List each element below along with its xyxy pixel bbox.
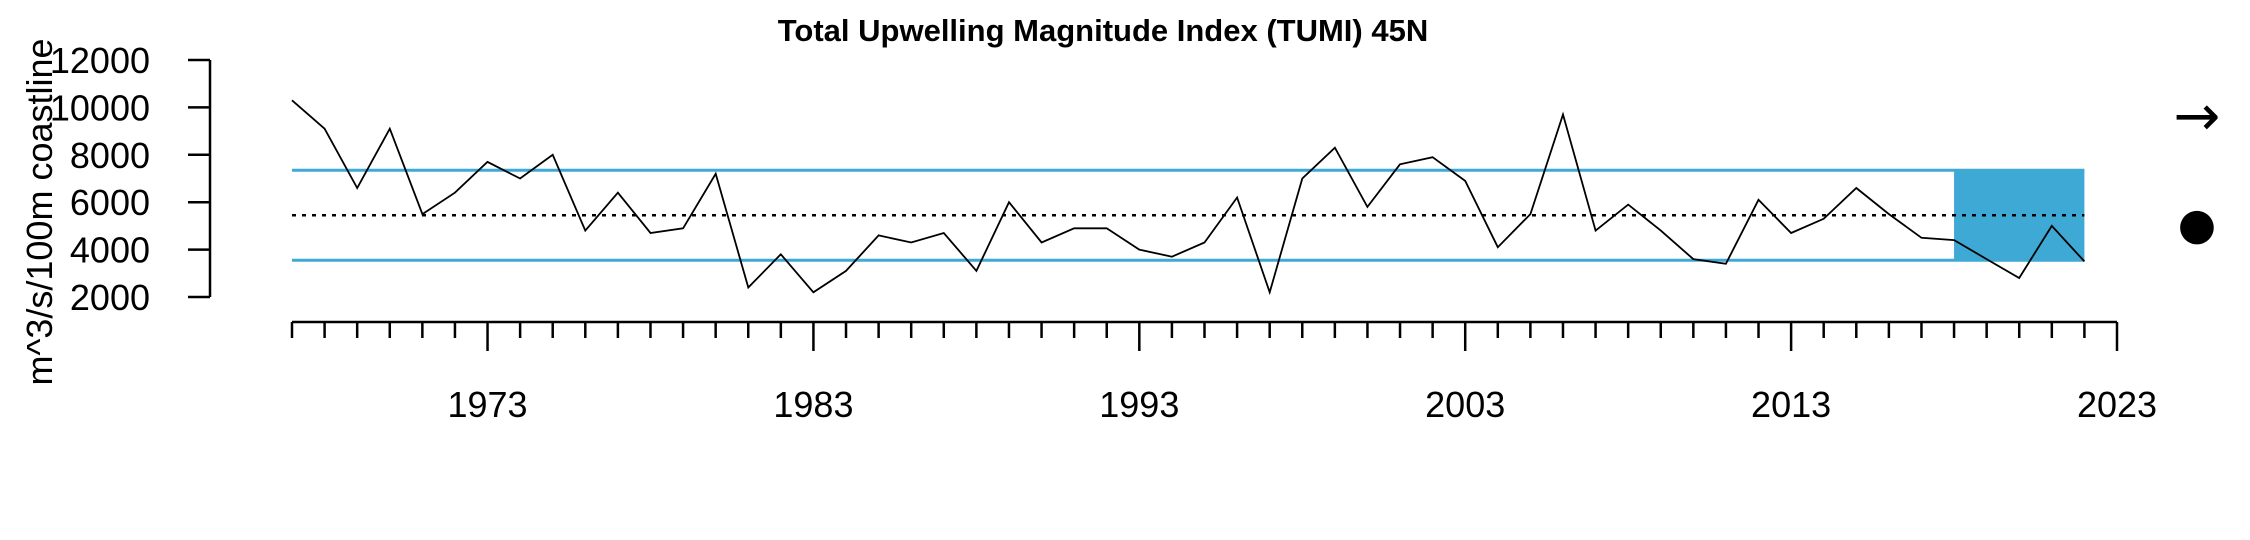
y-axis-label: m^3/s/100m coastline	[19, 38, 60, 385]
x-axis: 1973 1983 1993 2003 2013 2023	[290, 320, 2157, 425]
x-tick-label: 2013	[1751, 384, 1831, 425]
series-line	[291, 99, 2086, 296]
y-tick-label: 10000	[50, 87, 150, 128]
reference-bands	[292, 168, 2085, 262]
trend-arrow-icon: →	[2174, 84, 2221, 149]
x-tick-label: 1993	[1099, 384, 1179, 425]
y-tick-label: 4000	[70, 230, 150, 271]
y-tick-label: 8000	[70, 135, 150, 176]
status-dot-icon: ●	[2178, 199, 2216, 250]
y-axis: 2000 4000 6000 8000 10000 12000	[50, 40, 212, 318]
x-tick-label: 2023	[2077, 384, 2157, 425]
y-tick-label: 2000	[70, 277, 150, 318]
y-tick-label: 12000	[50, 40, 150, 81]
x-tick-label: 1973	[447, 384, 527, 425]
series-group	[291, 99, 2086, 296]
x-tick-label: 2003	[1425, 384, 1505, 425]
y-tick-label: 6000	[70, 182, 150, 223]
chart-title: Total Upwelling Magnitude Index (TUMI) 4…	[778, 13, 1428, 48]
x-tick-label: 1983	[773, 384, 853, 425]
